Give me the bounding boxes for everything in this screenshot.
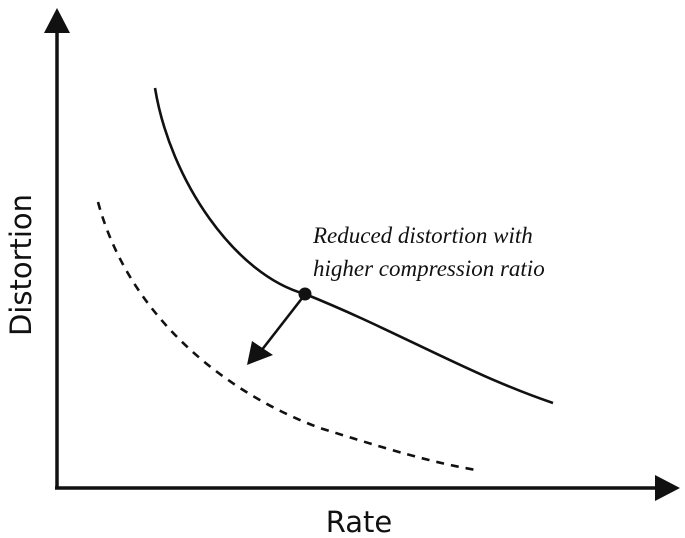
shift-arrow-shaft [259, 296, 305, 352]
y-axis-arrowhead [44, 8, 70, 33]
annotation-line-2: higher compression ratio [313, 256, 545, 281]
y-axis-label: Distortion [4, 194, 38, 336]
x-axis-arrowhead [655, 475, 680, 501]
x-axis-label: Rate [326, 505, 393, 538]
shift-arrow-head [247, 341, 273, 365]
annotation-line-1: Reduced distortion with [312, 223, 533, 248]
dashed-rd-curve [96, 201, 477, 472]
